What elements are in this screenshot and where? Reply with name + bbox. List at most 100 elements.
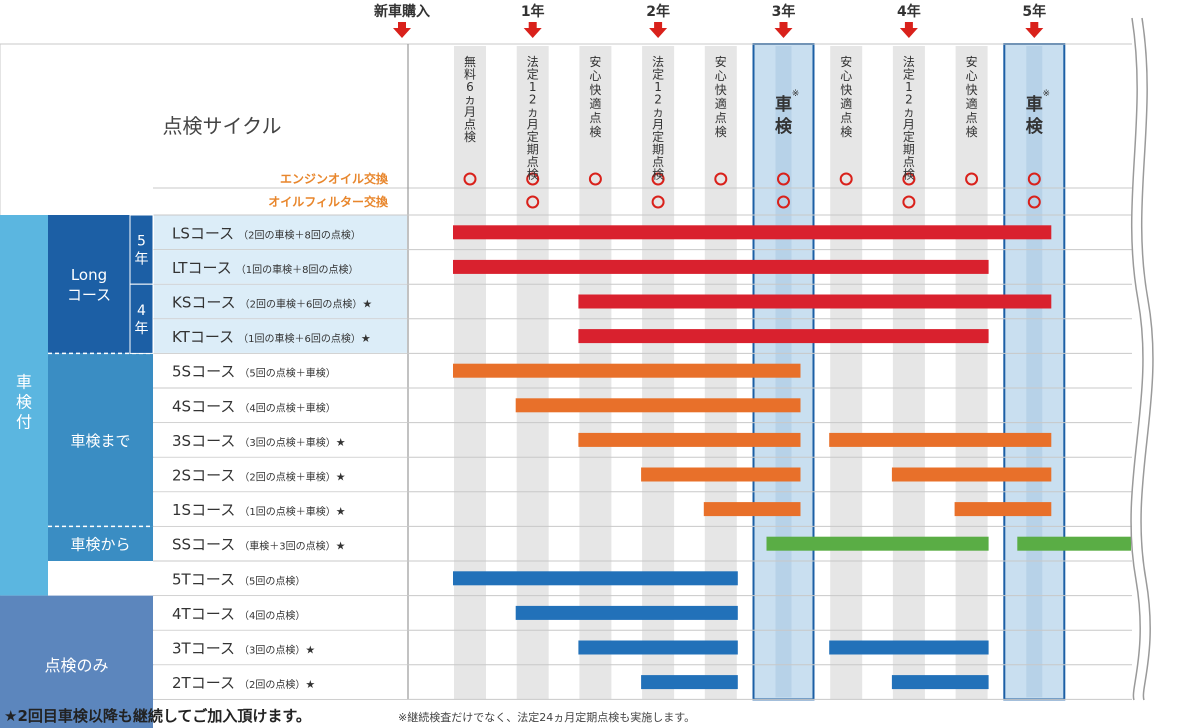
column-label-char: 検: [652, 168, 664, 182]
course-name: 3Sコース: [172, 432, 235, 450]
course-bar: [453, 363, 801, 378]
course-bar: [578, 432, 801, 447]
column-label-char: 心: [966, 69, 978, 83]
course-name: 5Sコース: [172, 363, 235, 381]
column-label-char: 検: [527, 168, 539, 182]
column-label-char: 検: [840, 125, 852, 139]
column-label-char: 安: [966, 54, 978, 69]
column-label-char: ヵ: [464, 93, 476, 107]
course-bar: [954, 502, 1052, 517]
column-label-char: 法: [652, 55, 664, 69]
subgroup-label-line: Long: [71, 266, 107, 284]
service-circle: [651, 195, 665, 209]
column-label-char: 安: [840, 54, 852, 69]
column-label-char: 安: [589, 54, 601, 69]
column-label-char: 定: [903, 67, 915, 82]
column-label-char: 適: [840, 96, 852, 111]
column-label-char: ヵ: [903, 105, 915, 119]
column-label-char: 快: [966, 83, 978, 97]
course-bar: [891, 467, 1052, 482]
column-label-char: 2: [529, 93, 537, 107]
course-label: 5Tコース （5回の点検）: [172, 570, 305, 588]
year-tag-char: 4: [137, 303, 146, 319]
course-label: SSコース （車検＋3回の点検）★: [172, 536, 346, 554]
milestone-label: 3年: [772, 3, 796, 20]
course-label: 3Tコース （3回の点検）★: [172, 640, 315, 658]
service-label: エンジンオイル交換: [280, 171, 389, 186]
milestone-label: 5年: [1022, 3, 1046, 20]
column-label-char: 定: [527, 129, 539, 144]
course-bar: [578, 640, 738, 655]
group-label-char: 付: [16, 412, 32, 431]
course-bar: [1017, 536, 1131, 551]
year-tag-char: 5: [137, 234, 146, 250]
course-star: ★: [336, 436, 346, 449]
column-label-char: 点: [903, 155, 915, 169]
course-name: 4Tコース: [172, 605, 235, 623]
column-label-char: 点: [715, 111, 727, 125]
milestone-label: 4年: [897, 3, 921, 20]
course-detail: （2回の点検）: [239, 678, 305, 691]
service-circle: [588, 172, 602, 186]
service-circle: [526, 172, 540, 186]
course-detail: （2回の車検＋8回の点検）: [238, 228, 361, 241]
subgroup-label: 車検から: [70, 536, 130, 554]
course-cell: [154, 388, 407, 423]
milestone-label: 2年: [646, 3, 670, 20]
column-label-char: 検: [464, 130, 476, 144]
column-label-char: 安: [715, 54, 727, 69]
service-circle: [777, 172, 790, 186]
column-label-char: 快: [840, 83, 852, 97]
course-bar: [515, 398, 801, 413]
course-cell: [154, 250, 407, 284]
course-star: ★: [336, 540, 346, 553]
course-star: ★: [305, 678, 315, 691]
service-circle: [1027, 195, 1041, 209]
course-bar: [578, 329, 989, 344]
course-cell: [154, 665, 407, 699]
course-bar: [453, 225, 1052, 240]
course-label: 4Sコース （4回の点検＋車検）: [172, 397, 336, 415]
column-label-char: 心: [840, 69, 852, 83]
column-mark: ※: [792, 89, 800, 99]
column-stripe: [955, 46, 988, 700]
column-label-char: 点: [589, 111, 601, 125]
course-cell: [154, 457, 407, 492]
year-tag: [129, 283, 154, 354]
column-label-char: 6: [466, 80, 474, 94]
course-label: 4Tコース （4回の点検）: [172, 605, 305, 623]
course-cell: [154, 630, 407, 665]
column-label-char: ヵ: [652, 105, 664, 119]
course-label: LSコース （2回の車検＋8回の点検）: [172, 224, 361, 242]
course-detail: （2回の点検＋車検）: [239, 471, 335, 484]
course-detail: （4回の点検＋車検）: [239, 401, 335, 414]
group-cell: [0, 595, 153, 728]
column-label-char: 1: [905, 80, 913, 94]
milestone-arrow-icon: [774, 22, 793, 38]
column-label-char: 適: [966, 96, 978, 111]
service-label: オイルフィルター交換: [268, 194, 389, 209]
column-label-char: 料: [464, 68, 476, 82]
course-detail: （5回の点検）: [239, 574, 305, 587]
column-label-char: 適: [589, 96, 601, 111]
course-bar: [641, 467, 801, 482]
column-label-char: 検: [966, 125, 978, 139]
milestone-arrow-icon: [1025, 22, 1044, 38]
course-detail: （2回の車検＋6回の点検）: [240, 298, 363, 311]
chart-title: 点検サイクル: [163, 114, 282, 138]
course-cell: [154, 215, 407, 250]
column-label-char: 点: [966, 111, 978, 125]
course-detail: （5回の点検＋車検）: [239, 367, 335, 380]
course-label: 3Sコース （3回の点検＋車検）★: [172, 432, 346, 450]
course-label: KTコース （1回の車検＋6回の点検）★: [172, 328, 371, 346]
course-cell: [154, 596, 407, 630]
column-stripe: [830, 46, 863, 700]
column-label-char: 期: [527, 143, 539, 157]
column-label-char: 期: [652, 143, 664, 157]
subgroup-label: 車検まで: [70, 432, 130, 450]
course-bar: [891, 675, 989, 690]
course-detail: （車検＋3回の点検）: [239, 540, 335, 553]
subgroup-cell: [48, 215, 130, 354]
axis-break-line: [1130, 17, 1144, 701]
